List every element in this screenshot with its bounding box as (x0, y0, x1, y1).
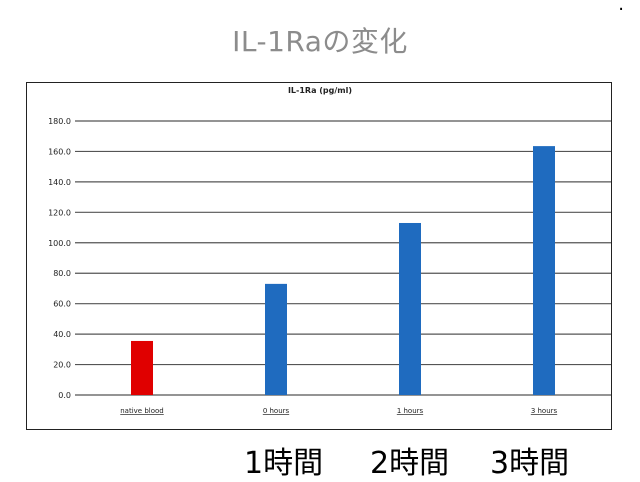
bar-1-hours (399, 222, 421, 395)
time-label-3h: 3時間 (490, 446, 570, 481)
bars (131, 146, 555, 395)
bar-chart: IL-1Ra (pg/ml) 0.0 20.0 40.0 60.0 80.0 100.0 1… (48, 86, 611, 415)
x-tick-label: 3 hours (531, 407, 558, 415)
gridlines (75, 120, 611, 396)
chart-title: IL-1Ra (pg/ml) (288, 86, 352, 95)
corner-mark: . (618, 0, 624, 15)
bar-native-blood (131, 340, 153, 395)
y-tick-label: 120.0 (48, 208, 71, 217)
x-tick-label: native blood (120, 407, 164, 415)
time-label-1h: 1時間 (244, 446, 324, 481)
x-tick-label: 1 hours (397, 407, 424, 415)
time-labels: 1時間 2時間 3時間 (0, 438, 640, 481)
y-tick-label: 80.0 (53, 269, 71, 278)
y-tick-label: 180.0 (48, 117, 71, 126)
y-tick-label: 100.0 (48, 239, 71, 248)
y-tick-label: 140.0 (48, 178, 71, 187)
y-tick-label: 60.0 (53, 300, 71, 309)
x-axis-ticks: native blood 0 hours 1 hours 3 hours (120, 407, 557, 415)
chart-frame: IL-1Ra (pg/ml) 0.0 20.0 40.0 60.0 80.0 100.0 1… (26, 82, 612, 430)
y-tick-label: 0.0 (58, 391, 71, 400)
y-axis-ticks: 0.0 20.0 40.0 60.0 80.0 100.0 120.0 140.0 160.0 1… (48, 117, 71, 400)
slide-title: IL-1Raの変化 (232, 25, 408, 58)
time-label-2h: 2時間 (370, 446, 450, 481)
bar-0-hours (265, 283, 287, 395)
bar-3-hours (533, 146, 555, 395)
y-tick-label: 160.0 (48, 147, 71, 156)
y-tick-label: 40.0 (53, 330, 71, 339)
x-tick-label: 0 hours (263, 407, 290, 415)
y-tick-label: 20.0 (53, 361, 71, 370)
